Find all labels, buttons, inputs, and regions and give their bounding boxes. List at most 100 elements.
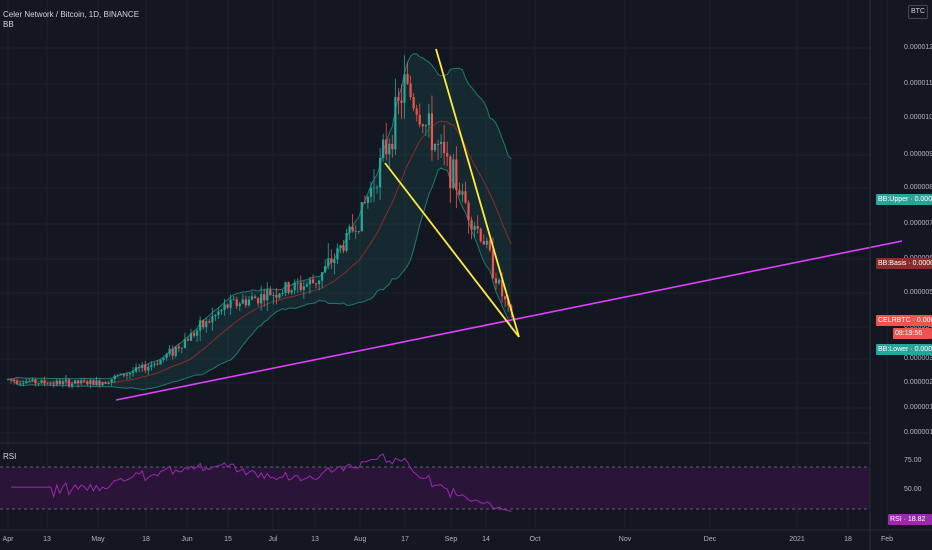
candlestick-series bbox=[6, 55, 513, 389]
candle-body bbox=[308, 279, 312, 285]
candle-body bbox=[86, 381, 89, 385]
candle-body bbox=[464, 191, 467, 203]
candle-body bbox=[391, 143, 394, 150]
candle-body bbox=[360, 202, 363, 232]
candle-body bbox=[443, 141, 446, 154]
candle-body bbox=[305, 284, 308, 287]
rsi-line bbox=[11, 453, 512, 512]
candle-body bbox=[366, 196, 369, 203]
rsi-title[interactable]: RSI bbox=[3, 452, 17, 461]
candle-body bbox=[214, 314, 217, 317]
bollinger-upper-line bbox=[7, 53, 512, 380]
candle-body bbox=[34, 379, 37, 384]
candle-body bbox=[430, 113, 434, 151]
candle-body bbox=[247, 299, 251, 306]
candle-body bbox=[296, 282, 299, 284]
candle-body bbox=[153, 363, 156, 365]
candle-body bbox=[77, 380, 80, 384]
candle-body bbox=[440, 141, 443, 145]
candle-body bbox=[272, 294, 275, 296]
candle-body bbox=[138, 367, 141, 368]
candle-body bbox=[409, 83, 412, 98]
candle-body bbox=[253, 296, 257, 299]
candle-body bbox=[260, 294, 263, 304]
candle-body bbox=[278, 293, 281, 298]
candle-body bbox=[314, 283, 318, 285]
candle-body bbox=[394, 96, 397, 150]
candle-body bbox=[180, 347, 183, 349]
candle-body bbox=[208, 321, 211, 323]
candle-body bbox=[330, 258, 333, 264]
candle-body bbox=[70, 383, 74, 387]
time-tick-label: 2021 bbox=[789, 536, 805, 543]
candle-body bbox=[122, 373, 125, 376]
currency-badge[interactable]: BTC bbox=[908, 5, 928, 19]
candle-body bbox=[421, 124, 424, 127]
time-tick-label: May bbox=[91, 536, 105, 543]
candle-body bbox=[458, 190, 461, 195]
candle-body bbox=[446, 153, 449, 157]
candle-body bbox=[220, 310, 223, 312]
bb-upper-tag: BB:Upper · 0.00000078 bbox=[876, 194, 932, 205]
candle-body bbox=[449, 156, 452, 189]
candle-body bbox=[229, 299, 232, 308]
candle-body bbox=[327, 258, 330, 267]
candle-body bbox=[67, 379, 71, 387]
candle-body bbox=[275, 294, 278, 298]
candle-body bbox=[369, 187, 373, 197]
candle-body bbox=[281, 293, 284, 294]
candle-body bbox=[165, 354, 168, 358]
wedge-upper-trendline bbox=[435, 48, 520, 338]
candle-body bbox=[397, 96, 400, 101]
candle-body bbox=[128, 373, 132, 375]
candle-body bbox=[46, 383, 49, 385]
candle-body bbox=[403, 74, 406, 103]
price-tick-label: 0.0000017 bbox=[904, 404, 932, 411]
candle-body bbox=[388, 143, 391, 155]
candle-body bbox=[427, 113, 430, 126]
candle-body bbox=[95, 380, 98, 386]
bollinger-basis-line bbox=[7, 120, 512, 384]
candle-body bbox=[31, 379, 34, 382]
candle-body bbox=[415, 108, 418, 115]
last-price-tag: CELRBTC · 0.00000042 bbox=[876, 315, 932, 326]
bollinger-band-fill bbox=[8, 53, 512, 390]
candle-body bbox=[342, 245, 345, 251]
candle-body bbox=[113, 375, 116, 380]
candle-body bbox=[266, 289, 269, 301]
candle-body bbox=[171, 348, 174, 356]
candle-body bbox=[147, 367, 150, 371]
candle-body bbox=[135, 367, 138, 372]
candle-body bbox=[150, 364, 153, 368]
candle-body bbox=[269, 289, 272, 296]
candle-body bbox=[37, 383, 40, 385]
candle-body bbox=[321, 272, 324, 281]
candle-body bbox=[168, 348, 171, 355]
candle-body bbox=[476, 226, 479, 229]
candle-body bbox=[110, 379, 113, 384]
candle-body bbox=[333, 259, 336, 264]
support-trendline bbox=[115, 240, 903, 401]
bar-countdown: 08:19:56 bbox=[893, 328, 932, 339]
candle-body bbox=[485, 240, 488, 245]
time-tick-label: 17 bbox=[401, 536, 409, 543]
candle-body bbox=[52, 383, 55, 385]
candle-body bbox=[324, 266, 327, 273]
candle-body bbox=[98, 380, 101, 386]
bb-indicator-label[interactable]: BB bbox=[3, 20, 14, 29]
candle-body bbox=[61, 381, 64, 385]
candle-body bbox=[287, 282, 290, 293]
candle-body bbox=[119, 373, 122, 376]
candle-body bbox=[412, 97, 415, 109]
candle-body bbox=[290, 290, 293, 293]
candle-body bbox=[19, 383, 22, 385]
rsi-tick-upper: 75.00 bbox=[904, 457, 922, 464]
candle-body bbox=[311, 279, 315, 284]
candle-body bbox=[244, 299, 247, 306]
time-tick-label: Apr bbox=[2, 536, 14, 543]
